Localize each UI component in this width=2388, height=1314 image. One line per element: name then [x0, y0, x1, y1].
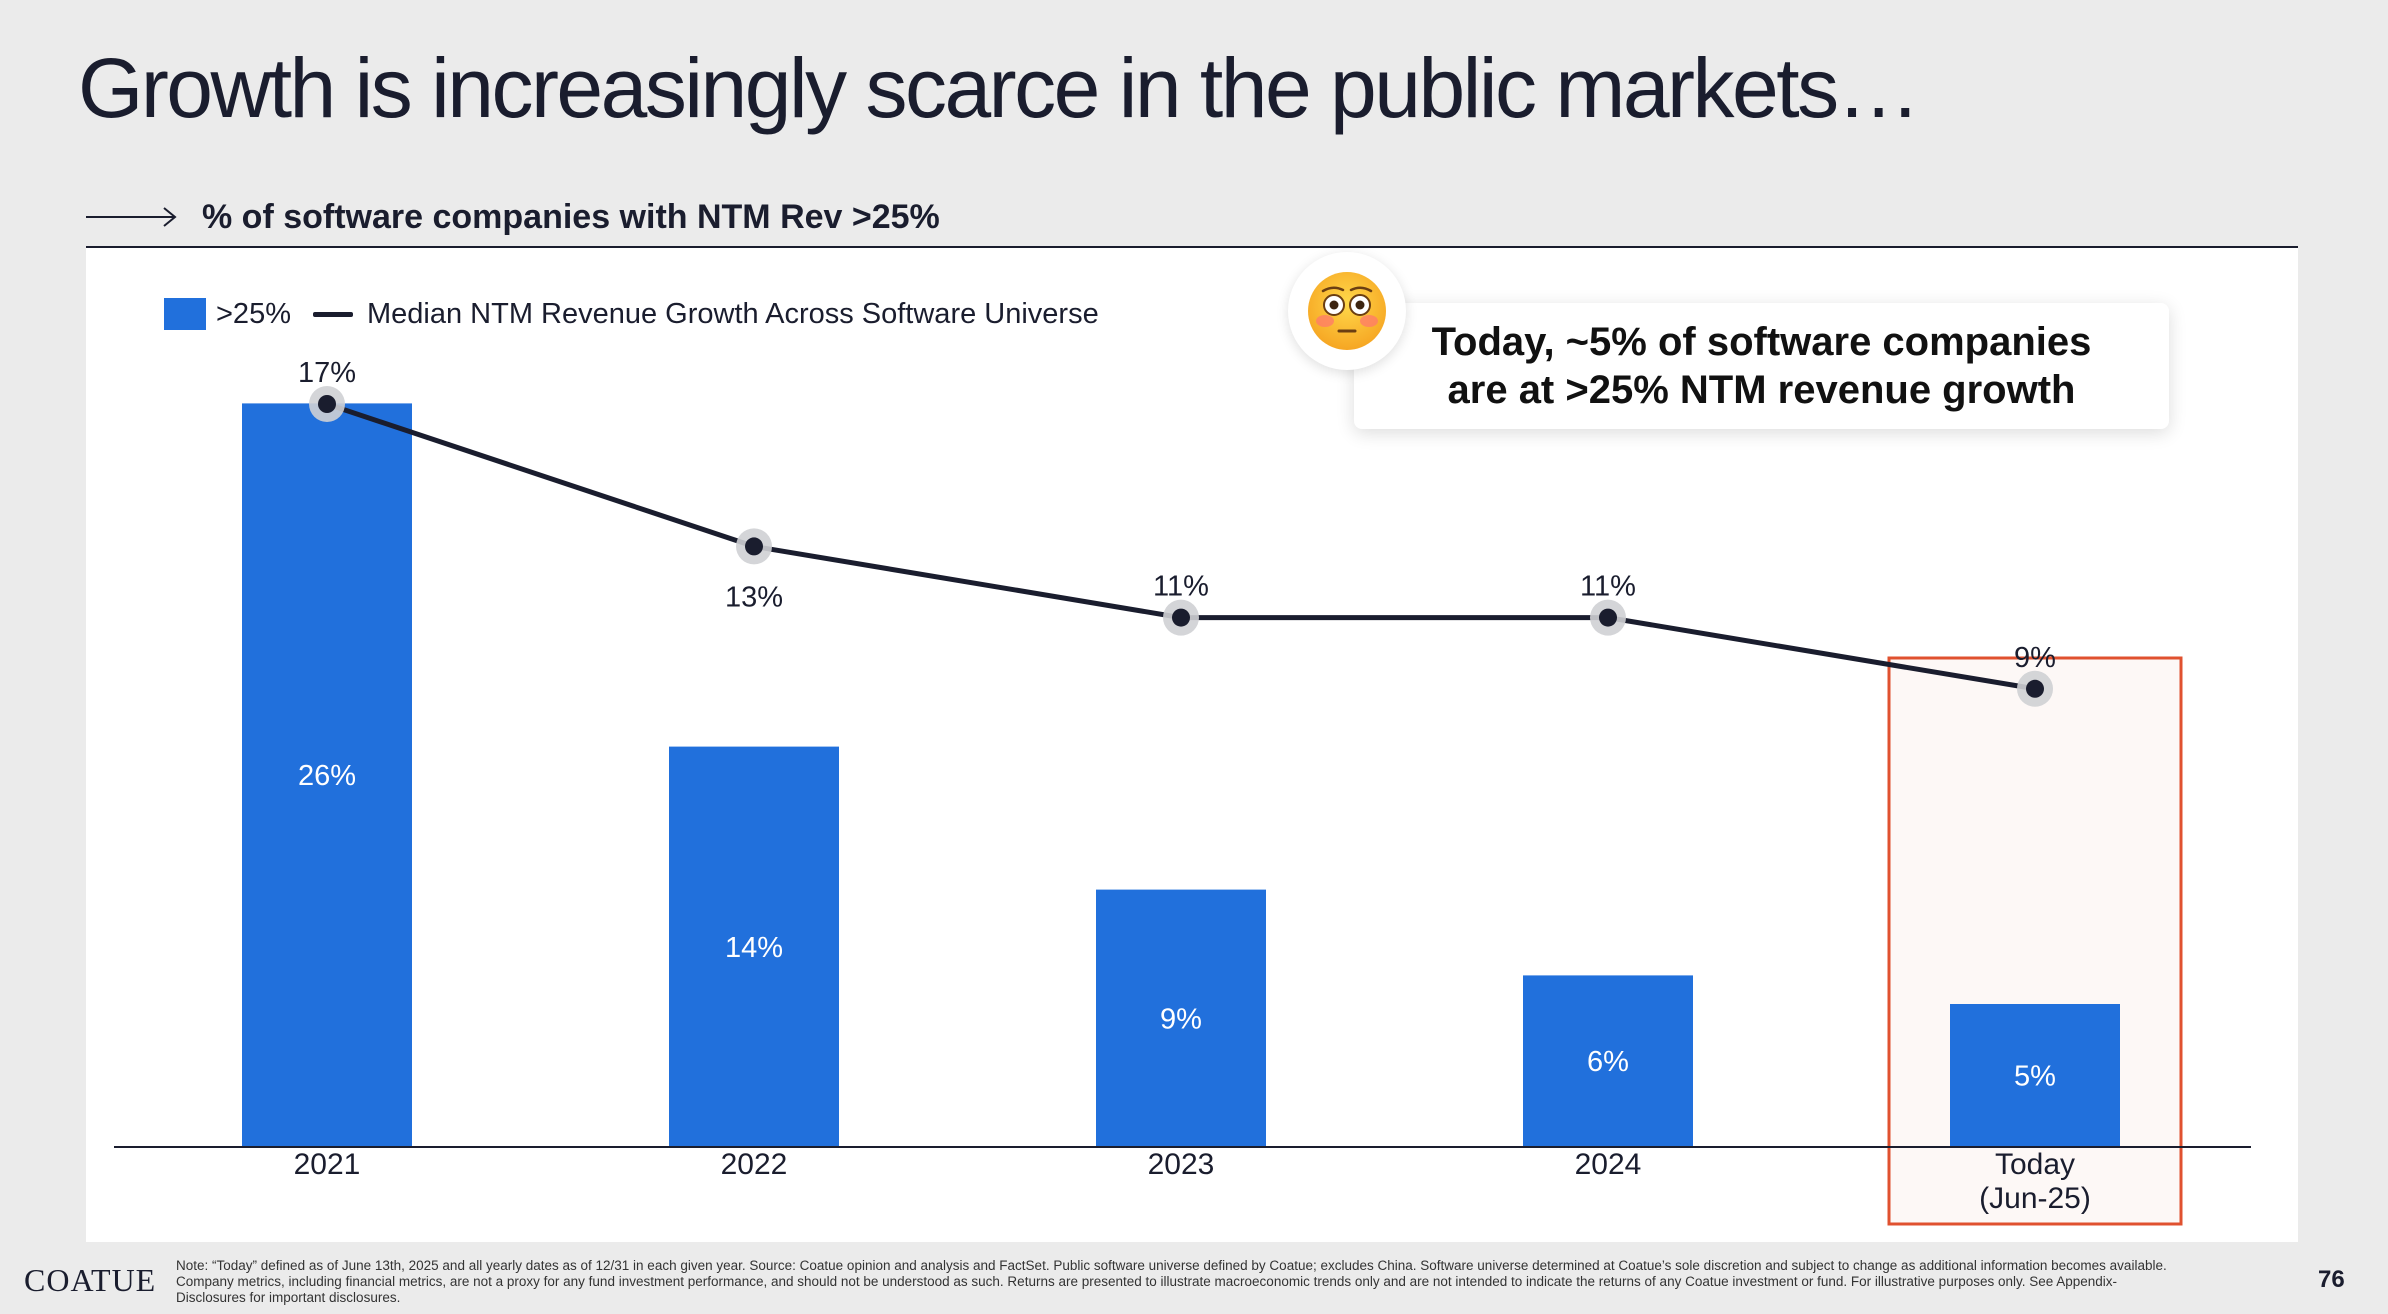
line-point [318, 395, 336, 413]
emoji-badge [1288, 252, 1406, 370]
bar-value-label: 6% [1587, 1046, 1629, 1078]
bar-1 [669, 746, 839, 1147]
arrow-right-icon [86, 207, 177, 227]
bar-3 [1523, 975, 1693, 1147]
chart-svg: 26% 14% 9% 6% 5% 2021 2022 2023 2024 Today (Jun-25… [114, 357, 2251, 1226]
x-tick-label: 2022 [721, 1148, 788, 1181]
line-value-label: 9% [2014, 642, 2056, 674]
x-tick-label: 2024 [1575, 1148, 1642, 1181]
legend-line-label: Median NTM Revenue Growth Across Softwar… [366, 297, 1099, 330]
bar-2 [1096, 889, 1266, 1147]
line-value-label: 17% [298, 357, 356, 389]
bar-value-label: 5% [2014, 1061, 2056, 1093]
x-tick-label: 2021 [294, 1148, 361, 1181]
slide-title: Growth is increasingly scarce in the pub… [78, 41, 1921, 135]
line-value-label: 11% [1153, 571, 1209, 603]
chart-subtitle: % of software companies with NTM Rev >25… [202, 197, 940, 236]
chart-legend: >25% Median NTM Revenue Growth Across So… [164, 296, 1099, 332]
flushed-face-icon [1308, 272, 1386, 350]
footer-note: Note: “Today” defined as of June 13th, 2… [176, 1258, 2167, 1305]
bar-0 [242, 403, 412, 1147]
line-point [1599, 608, 1617, 627]
x-tick-label: 2023 [1148, 1148, 1215, 1181]
subtitle-divider [86, 246, 2298, 248]
legend-bar-swatch [164, 298, 206, 330]
bar-value-label: 26% [298, 760, 356, 792]
line-value-label: 13% [725, 581, 783, 613]
callout-box: Today, ~5% of software companies are at … [1354, 303, 2169, 429]
company-logo: COATUE [24, 1262, 157, 1298]
median-growth-line [326, 401, 2036, 692]
bar-value-label: 9% [1160, 1003, 1202, 1035]
legend-bar-label: >25% [216, 297, 291, 330]
bar-4 [1950, 1004, 2120, 1147]
line-point [2026, 679, 2044, 698]
line-point [1172, 608, 1190, 627]
legend-line-swatch [312, 311, 353, 317]
chart-panel: 26% 14% 9% 6% 5% 2021 2022 2023 2024 Today (Jun-25… [86, 248, 2298, 1242]
callout-text: Today, ~5% of software companies are at … [1431, 320, 2092, 412]
x-tick-label: Today (Jun-25) [1979, 1148, 2091, 1215]
page-number: 76 [2318, 1266, 2345, 1293]
chart-subtitle-row: % of software companies with NTM Rev >25… [86, 192, 940, 242]
bar-value-label: 14% [725, 932, 783, 964]
line-point [745, 537, 763, 556]
line-value-label: 11% [1580, 571, 1636, 603]
